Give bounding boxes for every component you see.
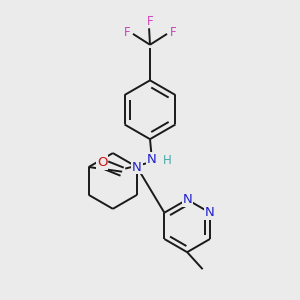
Text: H: H: [163, 154, 172, 167]
Text: F: F: [170, 26, 176, 39]
Text: N: N: [182, 193, 192, 206]
Text: N: N: [147, 153, 156, 166]
Text: N: N: [205, 206, 215, 219]
Text: F: F: [147, 15, 153, 28]
Text: O: O: [97, 156, 107, 169]
Text: N: N: [132, 160, 142, 173]
Text: F: F: [124, 26, 130, 39]
